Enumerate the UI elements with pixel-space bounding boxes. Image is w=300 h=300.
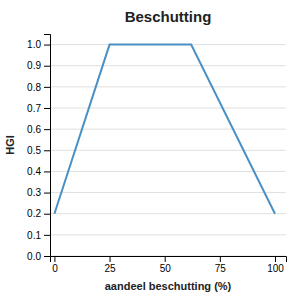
tick: 0.6 bbox=[27, 124, 50, 135]
axis-line bbox=[51, 257, 287, 263]
tick-label: 75 bbox=[215, 263, 227, 274]
grid-line bbox=[50, 192, 286, 193]
tick-label: 0.3 bbox=[27, 187, 41, 198]
tick: 0.4 bbox=[27, 166, 50, 177]
tick-label: 0.8 bbox=[27, 82, 41, 93]
tick: 75 bbox=[215, 256, 227, 274]
tick-label: 0.7 bbox=[27, 103, 41, 114]
tick-mark bbox=[165, 256, 166, 262]
tick-mark bbox=[44, 129, 50, 130]
tick-mark bbox=[220, 256, 221, 262]
tick-label: 0.5 bbox=[27, 145, 41, 156]
tick-label: 0 bbox=[52, 263, 58, 274]
axis-line bbox=[44, 35, 51, 257]
tick: 0.3 bbox=[27, 187, 50, 198]
grid-line bbox=[50, 234, 286, 235]
x-axis-title: aandeel beschutting (%) bbox=[105, 280, 232, 292]
tick-mark bbox=[44, 171, 50, 172]
tick-label: 0.9 bbox=[27, 60, 41, 71]
marks bbox=[54, 45, 275, 214]
tick: 100 bbox=[267, 256, 284, 274]
tick-label: 0.4 bbox=[27, 166, 41, 177]
tick-mark bbox=[44, 214, 50, 215]
grid-line bbox=[50, 65, 286, 66]
tick-mark bbox=[110, 256, 111, 262]
tick: 0.9 bbox=[27, 60, 50, 71]
tick: 0.0 bbox=[27, 251, 50, 262]
tick: 0 bbox=[52, 256, 58, 274]
tick-label: 0.0 bbox=[27, 251, 41, 262]
tick-label: 50 bbox=[160, 263, 172, 274]
tick-mark bbox=[44, 256, 50, 257]
tick-mark bbox=[44, 87, 50, 88]
tick-mark bbox=[44, 108, 50, 109]
grid-line bbox=[50, 86, 286, 87]
grid bbox=[50, 45, 286, 256]
tick-mark bbox=[44, 150, 50, 151]
tick: 25 bbox=[104, 256, 116, 274]
tick: 1.0 bbox=[27, 39, 50, 50]
title: Beschutting bbox=[125, 8, 212, 25]
x-axis: 0 25 50 75 100 bbox=[51, 256, 287, 274]
line bbox=[54, 45, 275, 214]
tick: 0.2 bbox=[27, 208, 50, 219]
tick-label: 100 bbox=[267, 263, 284, 274]
tick-label: 0.2 bbox=[27, 208, 41, 219]
tick-mark bbox=[44, 45, 50, 46]
tick-mark bbox=[275, 256, 276, 262]
tick-label: 1.0 bbox=[27, 39, 41, 50]
tick-mark bbox=[44, 66, 50, 67]
tick-label: 0.6 bbox=[27, 124, 41, 135]
tick: 0.7 bbox=[27, 103, 50, 114]
grid-line bbox=[50, 150, 286, 151]
tick: 50 bbox=[160, 256, 172, 274]
tick: 0.1 bbox=[27, 230, 50, 241]
y-axis-title: HGI bbox=[4, 135, 16, 155]
grid-line bbox=[50, 129, 286, 130]
tick-label: 25 bbox=[104, 263, 116, 274]
grid-line bbox=[50, 171, 286, 172]
tick-mark bbox=[54, 256, 55, 262]
grid-line bbox=[50, 108, 286, 109]
tick: 0.5 bbox=[27, 145, 50, 156]
grid-line bbox=[50, 213, 286, 214]
plot-area: 0 25 50 75 100 0.0 0.1 0.2 0.3 0.4 0.5 0.6 0.7 0.8 0.9… bbox=[27, 35, 286, 275]
tick-label: 0.1 bbox=[27, 230, 41, 241]
y-axis: 0.0 0.1 0.2 0.3 0.4 0.5 0.6 0.7 0.8 0.9 1.0 bbox=[27, 35, 50, 262]
tick-mark bbox=[44, 193, 50, 194]
tick: 0.8 bbox=[27, 82, 50, 93]
chart: 0 25 50 75 100 0.0 0.1 0.2 0.3 0.4 0.5 0.6 0.7 0.8 0.9… bbox=[0, 0, 300, 300]
tick-mark bbox=[44, 235, 50, 236]
